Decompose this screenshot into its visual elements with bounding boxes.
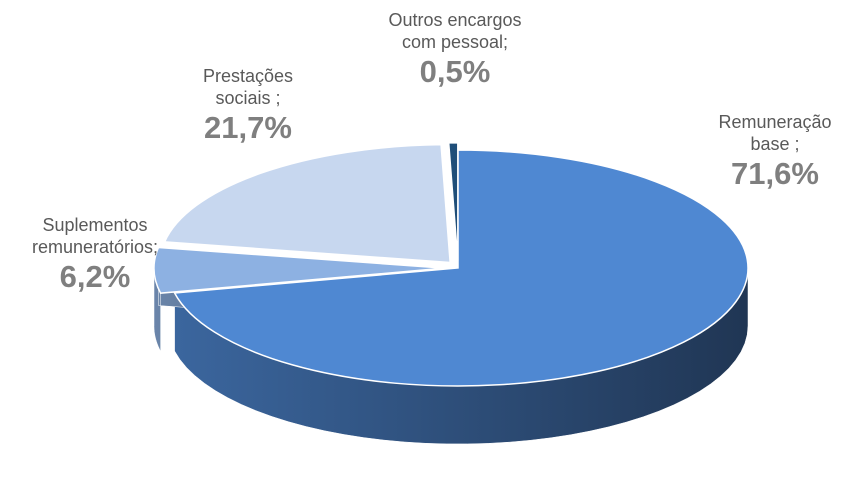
category-name: Suplementos remuneratórios; [31, 215, 159, 257]
percent-label: 0,5% [419, 54, 491, 90]
data-label: Outros encargos com pessoal; 0,5% [373, 10, 538, 92]
slice [447, 142, 459, 261]
slice [163, 143, 451, 264]
percent-label: 71,6% [731, 156, 819, 192]
category-name: Remuneração base ; [718, 112, 832, 154]
percent-label: 6,2% [59, 259, 131, 295]
data-label: Prestações sociais ; 21,7% [191, 66, 306, 148]
percent-label: 21,7% [204, 110, 292, 146]
slice [153, 246, 445, 294]
data-label: Remuneração base ; 71,6% [700, 112, 848, 194]
category-name: Prestações sociais ; [202, 66, 294, 108]
category-name: Outros encargos com pessoal; [388, 10, 522, 52]
data-label: Suplementos remuneratórios; 6,2% [8, 215, 183, 297]
slice [173, 149, 749, 387]
